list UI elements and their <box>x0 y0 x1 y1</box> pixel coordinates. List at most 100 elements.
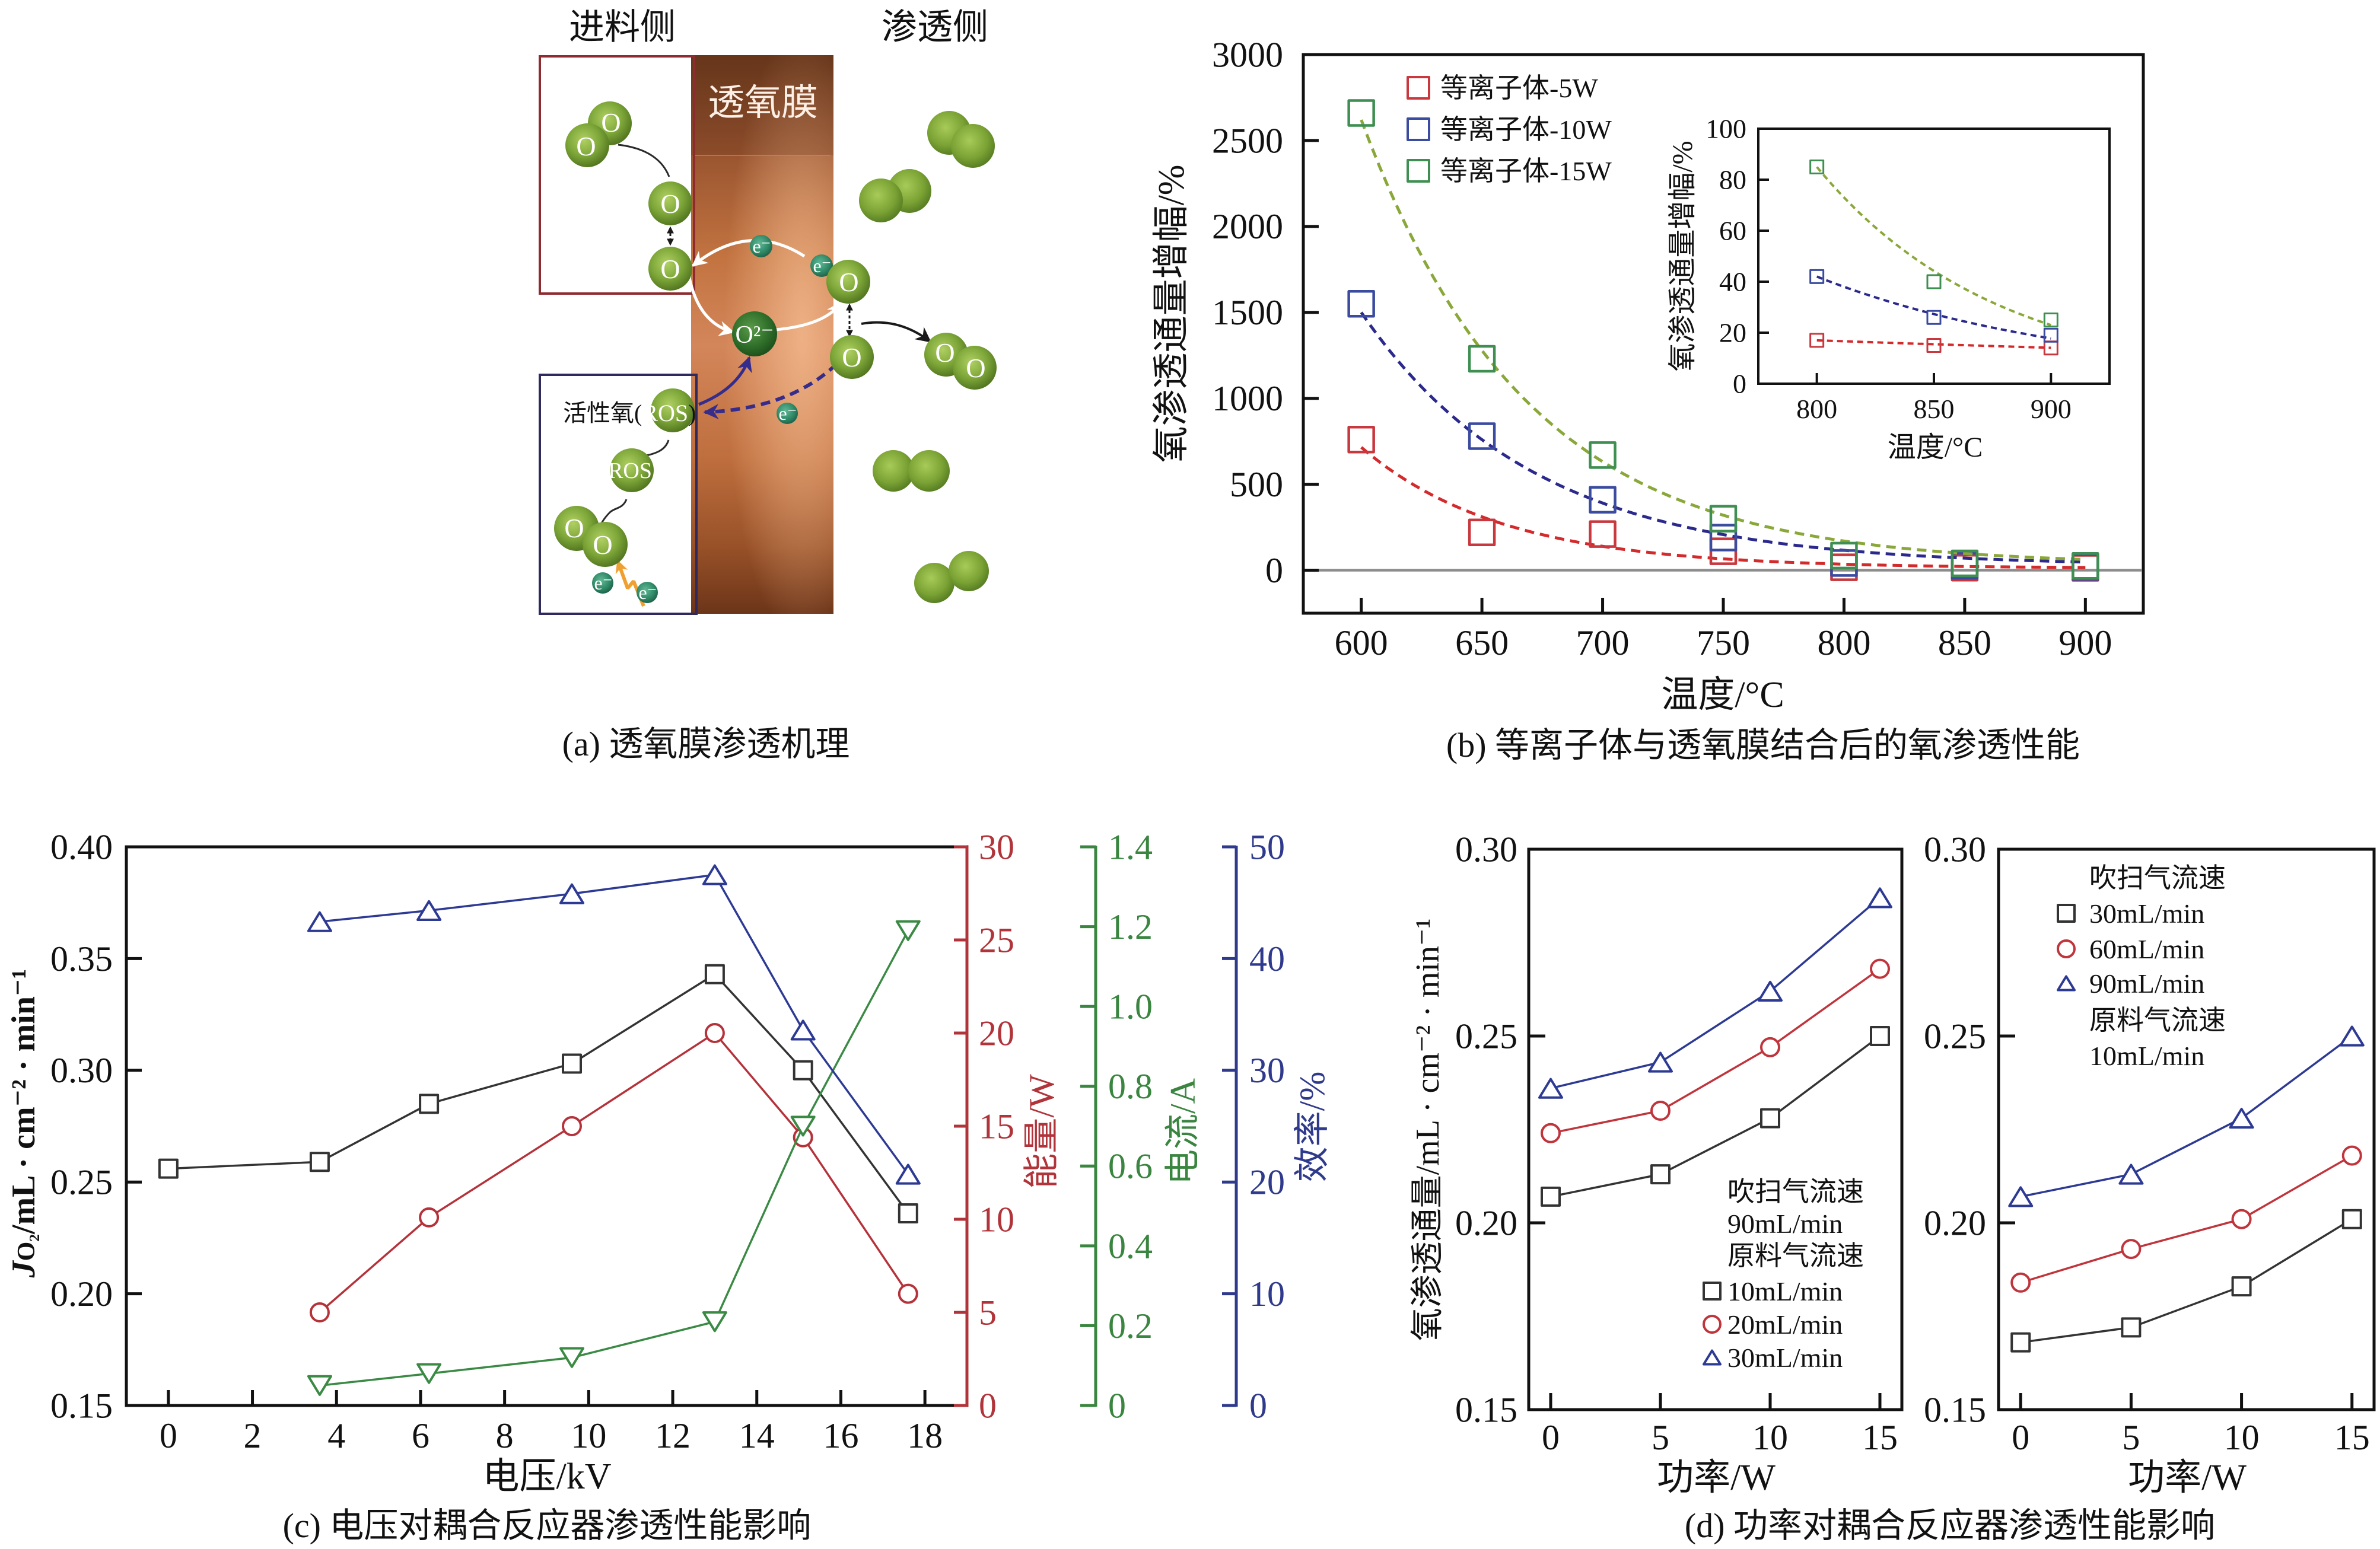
electron-return-arrow <box>703 362 838 420</box>
data-point <box>419 1094 440 1114</box>
data-point <box>1809 160 1825 174</box>
ion-release-arrow <box>775 301 843 332</box>
y-tick-label: 0.30 <box>1924 830 1986 869</box>
ros-box <box>539 374 698 615</box>
fit-curve <box>1816 166 2051 327</box>
fit-curve <box>1360 446 2086 569</box>
y-tick-label: 0.25 <box>1924 1016 1986 1056</box>
ros-to-ion-arrow <box>698 356 752 406</box>
axis-tick-label: 20 <box>1249 1163 1285 1202</box>
data-point <box>2341 1145 2362 1166</box>
permeate-side-label: 渗透侧 <box>882 8 988 47</box>
y-tick-label: 20 <box>1719 318 1746 348</box>
chart-d-left-plot: 0 5 10 15 0.15 0.20 0.25 0.30 功率/W 氧渗透通量/mL · cm⁻… <box>1409 830 2215 1545</box>
fit-curve <box>1360 311 2086 564</box>
feed-side-label: 进料侧 <box>569 8 676 47</box>
y-tick-label: 3000 <box>1212 35 1283 74</box>
legend-marker <box>1703 1282 1722 1301</box>
y-tick-label: 0.30 <box>50 1051 113 1090</box>
atom-sphere <box>583 522 628 567</box>
legend-item: 等离子体-5W <box>1407 73 1598 103</box>
x-axis-label: 功率/W <box>1657 1458 1776 1498</box>
ion-label: O²⁻ <box>735 321 774 349</box>
data-point <box>562 1053 583 1074</box>
x-axis-label: 温度/°C <box>1661 675 1784 715</box>
data-point <box>309 1302 330 1322</box>
oxygen-molecule <box>859 169 931 222</box>
plot-frame <box>1757 128 2111 385</box>
y-tick-label: 0.25 <box>50 1163 113 1202</box>
data-point <box>1709 524 1738 552</box>
data-point <box>1951 549 1979 578</box>
fit-curve <box>1360 119 2086 561</box>
x-tick-label: 6 <box>412 1416 429 1455</box>
oxygen-atom: O <box>953 346 997 390</box>
data-point <box>1650 1101 1671 1121</box>
data-point <box>895 920 921 941</box>
data-point <box>1538 1078 1563 1099</box>
x-tick-label: 15 <box>2334 1418 2370 1457</box>
data-point <box>1926 338 1942 353</box>
axis-label: 电流/A <box>1163 1078 1202 1185</box>
oxygen-molecule: O O <box>924 333 997 390</box>
electron: e⁻ <box>637 582 658 603</box>
x-axis-label: 功率/W <box>2128 1458 2247 1498</box>
atom-label: O <box>839 267 858 297</box>
legend-item: 等离子体-15W <box>1407 156 1612 186</box>
secondary-axis-energy: 0 5 10 15 20 25 30 能量/W <box>954 827 1061 1425</box>
data-point <box>1468 422 1496 450</box>
x-tick-label: 900 <box>2058 623 2112 662</box>
data-point <box>416 1363 442 1384</box>
series-2 <box>309 1023 918 1322</box>
axis-tick-label: 30 <box>979 827 1014 866</box>
data-point <box>2339 1025 2365 1047</box>
legend-marker <box>2057 904 2076 923</box>
x-tick-label: 0 <box>2012 1418 2029 1457</box>
oxygen-atom: O <box>830 335 874 379</box>
panel-caption: (b) 等离子体与透氧膜结合后的氧渗透性能 <box>1446 726 2080 764</box>
legend-marker <box>2057 975 2076 992</box>
legend-label: 90mL/min <box>2089 968 2204 999</box>
y-tick-label: 0.20 <box>50 1274 113 1314</box>
series-1 <box>158 964 918 1223</box>
fit-curve <box>1816 275 2051 340</box>
data-point <box>1926 310 1942 325</box>
x-axis-label: 电压/kV <box>482 1456 611 1497</box>
atom-sphere <box>565 123 609 167</box>
y-axis-label: JO₂/mL · cm⁻² · min⁻¹ <box>5 969 42 1279</box>
data-point <box>704 964 725 984</box>
data-point <box>1468 345 1496 373</box>
electron: e⁻ <box>750 235 772 257</box>
x-tick-label: 600 <box>1335 623 1388 662</box>
membrane-top-band <box>691 55 833 155</box>
y-tick-label: 0.15 <box>50 1386 113 1425</box>
y-axis-label: 氧渗透通量增幅/% <box>1151 165 1192 463</box>
x-tick-label: 5 <box>2122 1418 2140 1457</box>
oxygen-atom: O <box>565 123 609 167</box>
ros-atom: ROS <box>608 448 654 492</box>
legend-label: 等离子体-5W <box>1440 73 1598 103</box>
oxygen-atom: O <box>826 260 870 304</box>
x-tick-label: 2 <box>244 1416 262 1455</box>
electron-sphere <box>592 572 613 594</box>
x-tick-label: 10 <box>1752 1418 1788 1457</box>
data-point <box>1541 1123 1561 1143</box>
y-tick-label: 0.15 <box>1924 1390 1986 1429</box>
series-line <box>2020 1155 2353 1284</box>
legend-item: 30mL/min <box>1703 1343 1843 1373</box>
data-point <box>1589 486 1617 514</box>
y-tick-label: 0.40 <box>50 827 113 866</box>
data-point <box>2008 1186 2034 1207</box>
data-point <box>1760 1037 1780 1057</box>
legend-label: 10mL/min <box>1727 1276 1843 1306</box>
series-line <box>319 874 909 1175</box>
plot-frame <box>1527 847 1904 1411</box>
atom-label: O <box>593 530 612 560</box>
legend-heading: 10mL/min <box>2089 1041 2204 1071</box>
oxygen-molecule <box>873 450 950 492</box>
atom-sphere <box>648 181 692 225</box>
axis-ticks <box>1999 847 2354 1411</box>
data-point <box>2072 552 2099 580</box>
chart-b-inset-plot: 800 850 900 0 20 40 60 80 100 温度/°C 氧渗透通量增幅/% <box>1667 114 2111 463</box>
